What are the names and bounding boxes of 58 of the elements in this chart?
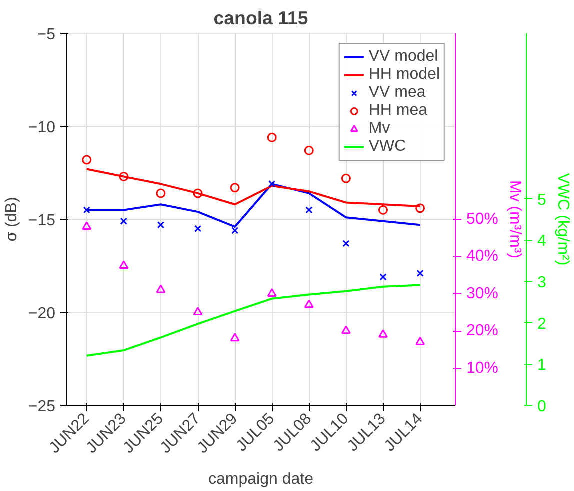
- point: [119, 260, 129, 270]
- legend-label: HH mea: [368, 102, 428, 120]
- point: [304, 300, 314, 308]
- point: [416, 336, 426, 346]
- y2-tick-label: 40%: [466, 248, 499, 266]
- point: [230, 333, 240, 342]
- y3-axis-title: VWC (kg/m²): [554, 173, 572, 266]
- point: [416, 270, 424, 278]
- legend-label: VV model: [368, 48, 438, 66]
- legend-label: HH model: [368, 66, 440, 84]
- y3-tick-label: 1: [538, 357, 546, 374]
- chart-title: canola 115: [214, 8, 308, 28]
- point: [341, 326, 351, 334]
- point: [157, 222, 165, 229]
- point: [341, 174, 351, 184]
- y3-tick-label: 0: [538, 398, 546, 416]
- point: [380, 274, 387, 281]
- point: [378, 329, 388, 338]
- y3-tick-label: 5: [538, 192, 546, 209]
- point: [230, 183, 240, 193]
- point: [194, 225, 202, 232]
- y2-tick-label: 30%: [466, 285, 499, 302]
- point: [120, 218, 128, 225]
- point: [193, 188, 203, 198]
- point: [83, 206, 90, 214]
- point: [268, 180, 276, 188]
- point: [82, 155, 92, 165]
- y2-tick-label: 50%: [466, 211, 499, 228]
- point: [156, 188, 166, 198]
- y-tick-label: −5: [37, 26, 56, 44]
- y-tick-label: −20: [28, 306, 56, 322]
- point: [231, 227, 239, 234]
- y-axis-title: σ (dB): [3, 197, 20, 242]
- point: [416, 204, 426, 214]
- y2-axis-title: Mv (m³/m³): [506, 180, 524, 259]
- point: [193, 307, 203, 316]
- legend-label: Mv: [368, 120, 390, 138]
- line-series: [86, 284, 422, 357]
- y-tick-label: −15: [28, 212, 56, 230]
- point: [378, 205, 388, 215]
- y-tick-label: −10: [28, 120, 56, 136]
- point: [267, 132, 277, 142]
- point: [267, 288, 277, 297]
- x-axis-title: campaign date: [208, 471, 314, 488]
- point: [306, 206, 313, 214]
- point: [304, 146, 314, 156]
- point: [342, 240, 350, 248]
- y3-tick-label: 4: [538, 233, 546, 250]
- y-tick-label: −25: [28, 398, 56, 416]
- legend-label: VWC: [368, 138, 406, 156]
- y3-tick-label: 3: [538, 274, 546, 292]
- legend-label: VV mea: [368, 84, 426, 102]
- point: [119, 172, 129, 182]
- y2-tick-label: 10%: [466, 360, 499, 377]
- point: [156, 284, 166, 294]
- point: [82, 222, 92, 230]
- y2-tick-label: 20%: [466, 322, 499, 340]
- y3-tick-label: 2: [538, 316, 546, 333]
